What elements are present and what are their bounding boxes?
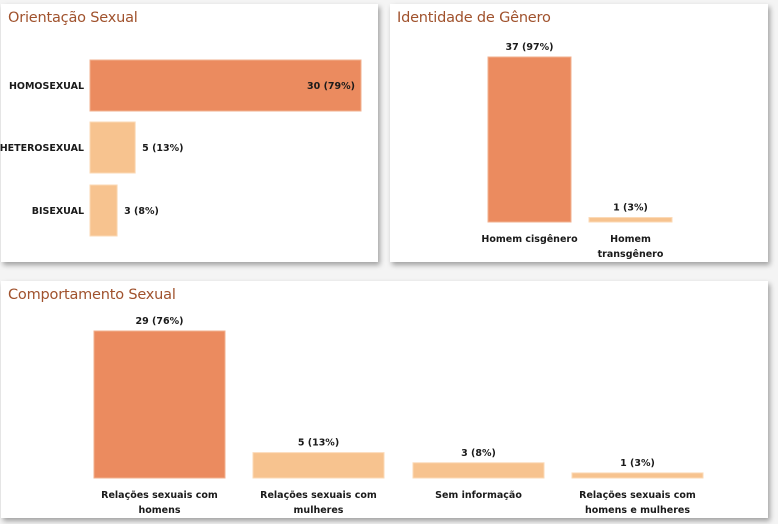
chart-title: Identidade de Gênero (397, 10, 551, 26)
bar (93, 330, 226, 479)
data-label: 3 (8%) (124, 206, 159, 217)
data-label: 5 (13%) (142, 143, 183, 154)
category-label-line: homens e mulheres (585, 505, 690, 516)
category-label: HETEROSEXUAL (0, 143, 84, 154)
category-label-line: Relações sexuais com (101, 490, 218, 501)
category-label-line: Relações sexuais com (579, 490, 696, 501)
category-label-line: Homem (610, 234, 651, 245)
data-label: 37 (97%) (506, 42, 554, 53)
category-label: BISEXUAL (32, 206, 84, 217)
category-label: Sem informação (435, 490, 522, 501)
bar (487, 56, 572, 223)
data-label: 1 (3%) (620, 458, 655, 469)
data-label: 30 (79%) (307, 81, 355, 92)
category-label-line: Homem cisgênero (481, 234, 578, 245)
data-label: 29 (76%) (136, 316, 184, 327)
category-label: HOMOSEXUAL (9, 81, 84, 92)
category-label: Relações sexuais com homens e mulheres (579, 490, 696, 516)
category-label-line: Sem informação (435, 490, 522, 501)
orientacao-sexual-chart: HOMOSEXUAL 30 (79%) HETEROSEXUAL 5 (13%) BIS… (0, 59, 362, 237)
category-label-line: Relações sexuais com (260, 490, 377, 501)
category-label: Homem transgênero (598, 234, 664, 260)
panel-comportamento-sexual: Comportamento Sexual 29 (76%) Relações se… (1, 281, 768, 518)
identidade-genero-chart: 37 (97%) Homem cisgênero 1 (3%) Homem transg… (481, 42, 673, 260)
chart-title: Orientação Sexual (8, 10, 138, 26)
bar (252, 452, 385, 479)
comportamento-sexual-chart: 29 (76%) Relações sexuais com homens 5 (13%… (93, 316, 704, 516)
category-label: Homem cisgênero (481, 234, 578, 245)
category-label-line: mulheres (294, 505, 344, 516)
data-label: 5 (13%) (298, 438, 339, 449)
bar-heterosexual (89, 121, 136, 174)
panel-orientacao-sexual: Orientação Sexual HOMOSEXUAL 30 (79%) HETE… (0, 4, 378, 262)
category-label: Relações sexuais com homens (101, 490, 218, 516)
data-label: 3 (8%) (461, 448, 496, 459)
chart-title: Comportamento Sexual (8, 287, 176, 303)
category-label-line: transgênero (598, 249, 664, 260)
bar (588, 217, 673, 223)
data-label: 1 (3%) (613, 203, 648, 214)
panel-identidade-genero: Identidade de Gênero 37 (97%) Homem cisgê… (390, 4, 768, 262)
category-label: Relações sexuais com mulheres (260, 490, 377, 516)
category-label-line: homens (138, 505, 180, 516)
bar-bisexual (89, 184, 118, 237)
bar (571, 472, 704, 479)
bar (412, 462, 545, 479)
bar-homosexual (89, 59, 362, 112)
